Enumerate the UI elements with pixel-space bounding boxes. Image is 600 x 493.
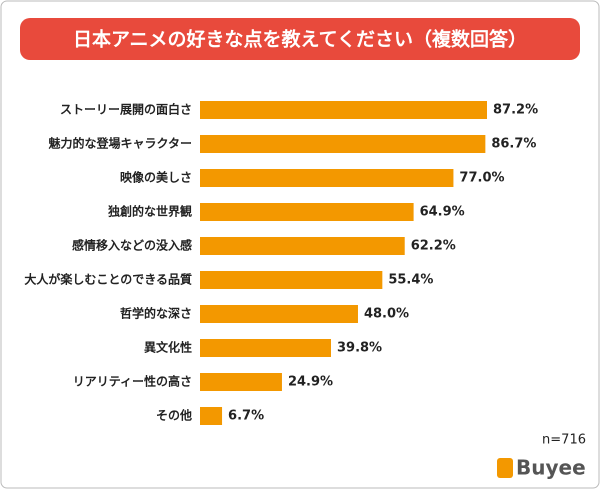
value-label: 77.0%: [459, 171, 504, 186]
bar: [200, 305, 358, 323]
value-label: 6.7%: [228, 409, 264, 424]
value-label: 64.9%: [420, 205, 465, 220]
bar: [200, 271, 383, 289]
bar: [200, 407, 223, 425]
category-label: 異文化性: [144, 340, 192, 355]
category-label: 哲学的な深さ: [120, 306, 192, 321]
bar: [200, 339, 331, 357]
value-label: 24.9%: [288, 375, 333, 390]
category-label: リアリティー性の高さ: [73, 374, 192, 389]
category-label: 独創的な世界観: [107, 204, 192, 219]
value-label: 87.2%: [493, 103, 538, 118]
sample-size: n=716: [542, 433, 586, 448]
bar: [200, 373, 282, 391]
category-label: その他: [156, 408, 192, 423]
bar: [200, 135, 486, 153]
category-label: 映像の美しさ: [120, 170, 192, 185]
value-label: 62.2%: [411, 239, 456, 254]
chart-title: 日本アニメの好きな点を教えてください（複数回答）: [73, 28, 527, 51]
category-label: 大人が楽しむことのできる品質: [24, 272, 192, 287]
bar: [200, 203, 414, 221]
category-label: 魅力的な登場キャラクター: [48, 136, 192, 151]
bar: [200, 169, 454, 187]
value-label: 48.0%: [364, 307, 409, 322]
logo-text: Buyee: [516, 456, 586, 480]
value-label: 86.7%: [491, 137, 536, 152]
logo: Buyee: [497, 456, 586, 480]
bar: [200, 237, 405, 255]
category-label: ストーリー展開の面白さ: [60, 102, 192, 117]
bar: [200, 101, 487, 119]
logo-icon: [497, 458, 513, 478]
category-label: 感情移入などの没入感: [72, 238, 192, 253]
value-label: 39.8%: [337, 341, 382, 356]
value-label: 55.4%: [388, 273, 433, 288]
title-banner: [20, 18, 580, 60]
